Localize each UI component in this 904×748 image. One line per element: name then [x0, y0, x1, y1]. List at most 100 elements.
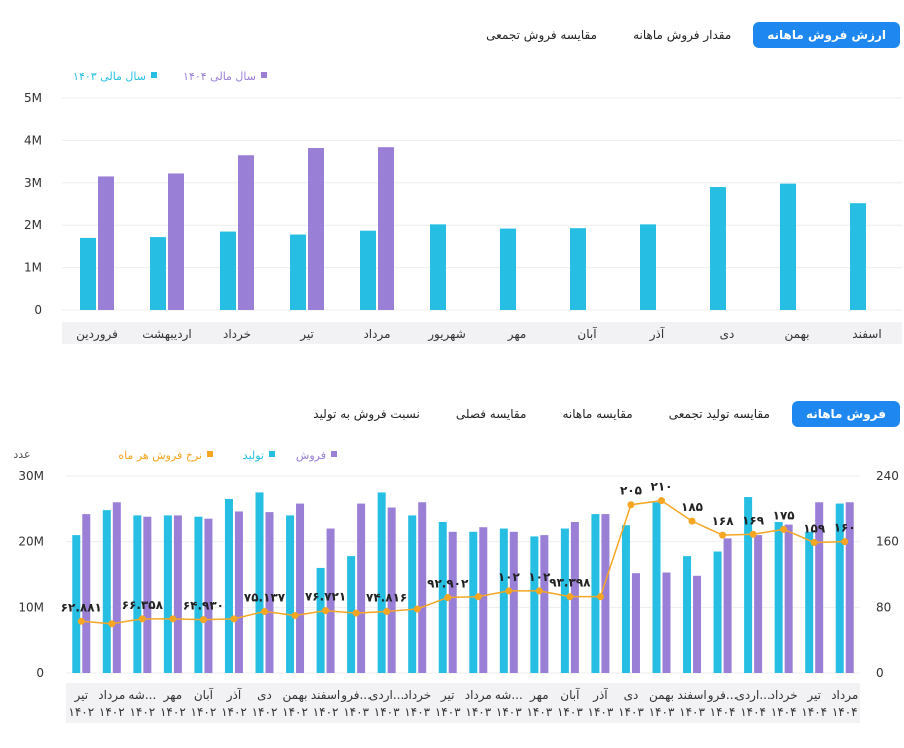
x-axis-band	[62, 322, 902, 344]
bar-sales	[662, 572, 671, 673]
x-tick-label-year: ۱۴۰۲	[191, 705, 217, 719]
x-tick-label-month: آذر	[592, 687, 608, 703]
y-tick-label: 3M	[24, 176, 42, 190]
bar-production	[72, 535, 81, 673]
rate-data-label: ۱۰۲	[528, 570, 551, 584]
legend-swatch	[331, 451, 337, 457]
bar-production	[744, 497, 753, 673]
rate-point	[749, 530, 757, 538]
rate-point	[505, 587, 513, 595]
x-tick-label: آذر	[649, 326, 665, 342]
x-tick-label: اردیبهشت	[142, 327, 191, 342]
x-tick-label-month: تیر	[806, 688, 821, 703]
bar-sales	[234, 511, 243, 673]
bar	[220, 231, 236, 310]
y-axis-title: عدد	[13, 448, 30, 461]
x-tick-label-year: ۱۴۰۲	[160, 705, 186, 719]
x-tick-label-month: مهر	[163, 688, 183, 703]
bar-production	[499, 528, 508, 673]
bar-sales	[570, 521, 579, 673]
x-tick-label: خرداد	[223, 327, 251, 342]
x-tick-label-month: خرداد	[770, 688, 798, 703]
y-tick-label-right: 240	[876, 469, 899, 483]
x-tick-label-month: دی	[257, 688, 272, 702]
bar-sales	[693, 575, 702, 673]
x-tick-label-year: ۱۴۰۳	[435, 705, 461, 719]
x-tick-label-month: شه...	[128, 688, 156, 702]
bar-production	[224, 498, 233, 673]
bar-sales	[143, 516, 152, 673]
rate-data-label: ۱۶۸	[712, 514, 735, 528]
x-tick-label-month: تیر	[440, 688, 455, 703]
rate-data-label: ۱۷۵	[773, 508, 795, 522]
x-tick-label-year: ۱۴۰۳	[526, 705, 552, 719]
y-tick-label-right: 80	[876, 600, 891, 614]
tab-monthly-sales[interactable]: فروش ماهانه	[791, 401, 900, 427]
bar-production	[163, 515, 172, 673]
x-tick-label-year: ۱۴۰۳	[557, 705, 583, 719]
x-tick-label-year: ۱۴۰۳	[618, 705, 644, 719]
tab-quarterly-comparison[interactable]: مقایسه فصلی	[455, 407, 527, 421]
x-tick-label-month: بهمن	[283, 688, 308, 703]
rate-data-label: ۱۰۲	[498, 570, 521, 584]
rate-point	[719, 531, 727, 539]
rate-point	[77, 617, 85, 625]
x-tick-label-year: ۱۴۰۳	[679, 705, 705, 719]
rate-data-label: ۹۳.۳۹۸	[549, 576, 591, 590]
bar	[570, 228, 586, 310]
x-tick-label-year: ۱۴۰۳	[588, 705, 614, 719]
bar	[98, 176, 114, 310]
bar-sales	[479, 527, 488, 673]
bar	[780, 183, 796, 310]
bar-production	[316, 567, 325, 673]
bar-production	[713, 551, 722, 673]
bar-production	[255, 492, 264, 673]
x-tick-label-year: ۱۴۰۲	[129, 705, 155, 719]
bar-sales	[815, 502, 824, 673]
x-tick-label-month: اردی...	[369, 688, 404, 703]
legend-label: فروش	[296, 449, 326, 462]
y-tick-label-left: 20M	[18, 535, 44, 549]
x-tick-label-month: بهمن	[649, 688, 674, 703]
rate-data-label: ۶۲.۸۸۱	[61, 600, 102, 614]
tab-cumulative-production-comparison[interactable]: مقایسه تولید تجمعی	[668, 407, 770, 421]
x-tick-label-year: ۱۴۰۳	[496, 705, 522, 719]
rate-point	[780, 525, 788, 533]
bar-sales	[448, 531, 457, 673]
bar-production	[377, 492, 386, 673]
x-tick-label: دی	[720, 327, 735, 341]
y-tick-label-left: 10M	[18, 600, 44, 614]
rate-point	[688, 517, 696, 525]
x-tick-label: تیر	[299, 327, 314, 342]
legend-label: نرخ فروش هر ماه	[118, 449, 202, 462]
x-tick-label: اسفند	[852, 327, 881, 341]
rate-point	[383, 607, 391, 615]
x-tick-label-year: ۱۴۰۲	[313, 705, 339, 719]
x-tick-label-month: فرو...	[340, 688, 371, 703]
bar-production	[286, 515, 295, 673]
rate-point	[322, 607, 330, 615]
tab-monthly-sales-value[interactable]: ارزش فروش ماهانه	[753, 22, 900, 48]
bar-production	[774, 521, 783, 673]
bar-production	[683, 556, 692, 673]
legend-swatch	[151, 72, 157, 78]
rate-point	[261, 607, 268, 615]
x-tick-label-month: آبان	[194, 687, 214, 702]
x-tick-label-year: ۱۴۰۴	[740, 705, 766, 719]
rate-point	[627, 501, 635, 509]
bar-sales	[845, 502, 854, 673]
tab-monthly-sales-quantity[interactable]: مقدار فروش ماهانه	[633, 28, 732, 42]
y-tick-label-left: 30M	[18, 469, 44, 483]
x-tick-label: شهریور	[427, 327, 466, 342]
tab-sales-to-production-ratio[interactable]: نسبت فروش به تولید	[313, 407, 420, 421]
bar-sales	[784, 524, 793, 673]
bar	[290, 234, 306, 310]
rate-point	[230, 615, 238, 623]
x-axis-band	[66, 683, 860, 723]
x-tick-label-year: ۱۴۰۲	[68, 705, 94, 719]
tab-monthly-comparison[interactable]: مقایسه ماهانه	[562, 407, 633, 421]
tab-cumulative-sales-comparison[interactable]: مقایسه فروش تجمعی	[486, 28, 598, 42]
x-tick-label-year: ۱۴۰۳	[465, 705, 491, 719]
bar-sales	[601, 514, 610, 673]
bar-sales	[540, 535, 549, 673]
